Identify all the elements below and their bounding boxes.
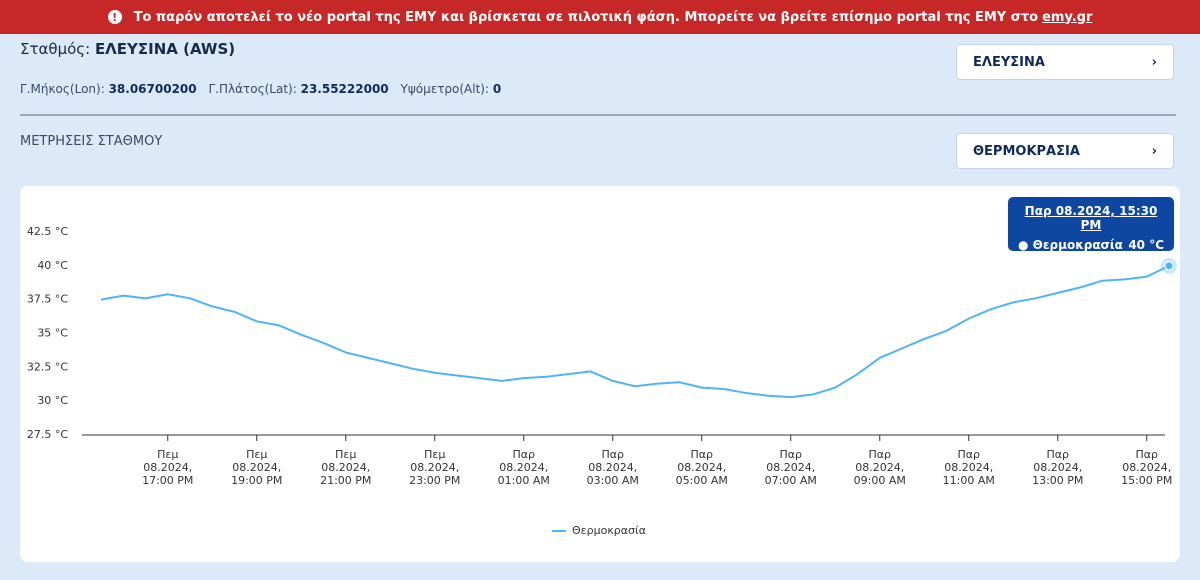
y-tick-label: 30 °C	[37, 394, 68, 407]
alert-icon: !	[107, 10, 122, 24]
hover-point	[1164, 261, 1174, 271]
x-tick-label: Παρ 08.2024, 07:00 AM	[764, 448, 817, 487]
measure-dropdown[interactable]: ΘΕΡΜΟΚΡΑΣΙΑ ›	[956, 133, 1174, 169]
alt-label: Υψόμετρο(Alt):	[400, 82, 490, 96]
notice-banner: ! Το παρόν αποτελεί το νέο portal της ΕΜ…	[0, 0, 1200, 34]
x-tick-label: Παρ 08.2024, 11:00 AM	[942, 448, 995, 487]
y-tick-label: 32.5 °C	[27, 360, 68, 373]
y-tick-label: 37.5 °C	[27, 293, 68, 306]
x-tick-label: Παρ 08.2024, 15:00 PM	[1121, 448, 1173, 487]
legend-swatch	[552, 529, 566, 532]
tooltip-title: Παρ 08.2024, 15:30 PM	[1024, 204, 1158, 232]
lat-label: Γ.Πλάτος(Lat):	[208, 82, 297, 96]
y-tick-label: 42.5 °C	[27, 225, 68, 238]
separator	[20, 114, 1176, 116]
y-tick-label: 40 °C	[37, 259, 68, 272]
tooltip-series: Θερμοκρασία	[1032, 238, 1123, 252]
section-title: ΜΕΤΡΗΣΕΙΣ ΣΤΑΘΜΟΥ	[20, 134, 163, 149]
x-tick-label: Παρ 08.2024, 03:00 AM	[586, 448, 639, 487]
station-label: Σταθμός:	[20, 40, 91, 58]
series-line	[100, 264, 1170, 399]
x-tick-label: Πεμ 08.2024, 21:00 PM	[320, 448, 372, 487]
chevron: ›	[1151, 54, 1157, 70]
tooltip-row: ● Θερμοκρασία 40 °C	[1018, 238, 1164, 252]
legend-label: Θερμοκρασία	[572, 524, 646, 537]
dropdown-text: ΕΛΕΥΣΙΝΑ	[973, 54, 1045, 70]
x-tick-label: Παρ 08.2024, 05:00 AM	[675, 448, 728, 487]
banner-text: Το παρόν αποτελεί το νέο portal της ΕΜΥ …	[133, 9, 1039, 25]
lon-value: 38.06700200	[108, 82, 197, 96]
banner-link[interactable]: emy.gr	[1042, 9, 1093, 25]
coordinates: Γ.Μήκος(Lon): 38.06700200 Γ.Πλάτος(Lat):…	[20, 82, 509, 96]
x-tick-label: Πεμ 08.2024, 19:00 PM	[231, 448, 283, 487]
x-tick-label: Παρ 08.2024, 09:00 AM	[853, 448, 906, 487]
x-tick-label: Πεμ 08.2024, 17:00 PM	[142, 448, 194, 487]
tooltip-value: 40 °C	[1128, 238, 1164, 252]
lat-value: 23.55222000	[300, 82, 389, 96]
tooltip: Παρ 08.2024, 15:30 PM ● Θερμοκρασία 40 °C	[1008, 197, 1174, 252]
chart-card	[20, 186, 1180, 562]
x-tick-label: Παρ 08.2024, 13:00 PM	[1032, 448, 1084, 487]
station-dropdown[interactable]: ΕΛΕΥΣΙΝΑ ›	[956, 44, 1174, 80]
lon-label: Γ.Μήκος(Lon):	[20, 82, 105, 96]
station-name: ΕΛΕΥΣΙΝΑ (AWS)	[94, 40, 236, 58]
y-tick-label: 27.5 °C	[27, 428, 68, 441]
legend[interactable]: Θερμοκρασία	[552, 524, 646, 537]
x-tick-label: Παρ 08.2024, 01:00 AM	[497, 448, 550, 487]
dropdown-text: ΘΕΡΜΟΚΡΑΣΙΑ	[973, 143, 1080, 159]
x-tick-label: Πεμ 08.2024, 23:00 PM	[409, 448, 461, 487]
alt-value: 0	[492, 82, 502, 96]
station-heading: Σταθμός: ΕΛΕΥΣΙΝΑ (AWS)	[20, 40, 235, 58]
chevron: ›	[1151, 143, 1157, 159]
y-tick-label: 35 °C	[37, 327, 68, 340]
